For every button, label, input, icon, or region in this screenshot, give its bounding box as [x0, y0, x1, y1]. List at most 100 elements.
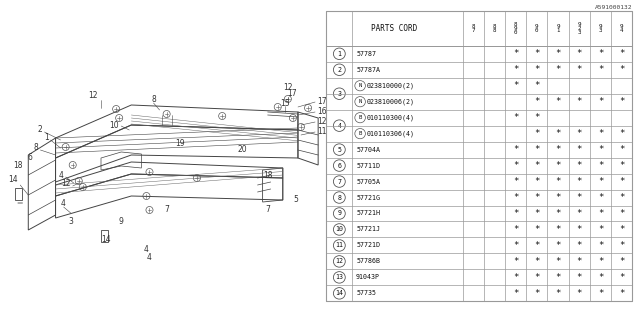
Text: 15: 15	[280, 100, 290, 108]
Text: *: *	[577, 97, 582, 106]
Text: *: *	[577, 289, 582, 298]
Text: *: *	[598, 241, 604, 250]
Text: 9: 9	[337, 211, 341, 217]
Text: 57721G: 57721G	[356, 195, 380, 201]
Text: *: *	[513, 289, 518, 298]
Text: *: *	[577, 49, 582, 58]
Text: *: *	[534, 289, 540, 298]
Text: 18: 18	[263, 171, 273, 180]
Text: 9
1: 9 1	[556, 24, 560, 33]
Text: *: *	[534, 225, 540, 234]
Text: 4: 4	[59, 171, 63, 180]
Text: *: *	[556, 97, 561, 106]
Text: *: *	[598, 177, 604, 186]
Text: *: *	[598, 49, 604, 58]
Text: *: *	[556, 161, 561, 170]
Text: *: *	[556, 225, 561, 234]
Text: 57787A: 57787A	[356, 67, 380, 73]
Text: *: *	[513, 225, 518, 234]
Text: *: *	[534, 49, 540, 58]
Text: *: *	[556, 241, 561, 250]
Text: 010110306(4): 010110306(4)	[367, 130, 415, 137]
Text: 9
4: 9 4	[620, 24, 623, 33]
Text: *: *	[513, 113, 518, 122]
Text: 10: 10	[335, 227, 343, 232]
Text: N: N	[358, 83, 362, 88]
Text: *: *	[534, 65, 540, 74]
Text: 57705A: 57705A	[356, 179, 380, 185]
Text: 4: 4	[61, 199, 65, 209]
Text: 023810000(2): 023810000(2)	[367, 83, 415, 89]
Text: 2: 2	[337, 67, 341, 73]
Text: 8: 8	[151, 95, 156, 105]
Text: 5: 5	[337, 147, 341, 153]
Text: *: *	[556, 129, 561, 138]
Text: 4: 4	[337, 123, 341, 129]
Text: *: *	[619, 209, 625, 218]
Text: 9
0: 9 0	[535, 24, 539, 33]
Text: *: *	[598, 289, 604, 298]
Text: *: *	[534, 97, 540, 106]
Text: *: *	[534, 273, 540, 282]
Text: 4: 4	[144, 245, 149, 254]
Text: 9
2
3: 9 2 3	[577, 21, 581, 35]
Text: *: *	[513, 177, 518, 186]
Text: 8
9
0: 8 9 0	[514, 21, 517, 35]
Text: *: *	[619, 97, 625, 106]
Text: *: *	[556, 257, 561, 266]
Text: 7: 7	[265, 205, 270, 214]
Text: *: *	[619, 161, 625, 170]
Text: 5: 5	[293, 196, 298, 204]
Text: 19: 19	[175, 140, 184, 148]
Text: *: *	[534, 177, 540, 186]
Text: 11: 11	[335, 243, 343, 248]
Text: *: *	[534, 81, 540, 90]
Text: 1: 1	[44, 133, 49, 142]
Text: *: *	[534, 241, 540, 250]
Text: 9: 9	[119, 218, 124, 227]
Text: *: *	[513, 161, 518, 170]
Text: 1: 1	[337, 51, 341, 57]
Text: 023810006(2): 023810006(2)	[367, 99, 415, 105]
Text: *: *	[556, 49, 561, 58]
Text: 91043P: 91043P	[356, 274, 380, 280]
Text: *: *	[619, 225, 625, 234]
Text: 57711D: 57711D	[356, 163, 380, 169]
Text: PARTS CORD: PARTS CORD	[371, 24, 417, 33]
Text: *: *	[513, 65, 518, 74]
Text: *: *	[556, 209, 561, 218]
Text: 7: 7	[337, 179, 341, 185]
Text: *: *	[513, 273, 518, 282]
Text: 57721D: 57721D	[356, 243, 380, 248]
Text: *: *	[598, 129, 604, 138]
Text: A591000132: A591000132	[595, 4, 632, 10]
Text: *: *	[619, 241, 625, 250]
Text: 8
7: 8 7	[472, 24, 475, 33]
Text: *: *	[619, 193, 625, 202]
Text: *: *	[598, 257, 604, 266]
Text: *: *	[577, 193, 582, 202]
Text: *: *	[577, 225, 582, 234]
Text: 18: 18	[13, 161, 22, 170]
Text: *: *	[556, 273, 561, 282]
Text: *: *	[534, 145, 540, 154]
Text: *: *	[556, 65, 561, 74]
Text: 57721H: 57721H	[356, 211, 380, 217]
Text: 010110300(4): 010110300(4)	[367, 115, 415, 121]
Text: 12: 12	[88, 92, 98, 100]
Text: 12: 12	[61, 179, 70, 188]
Text: *: *	[513, 241, 518, 250]
Text: *: *	[577, 145, 582, 154]
Text: 57786B: 57786B	[356, 259, 380, 264]
Text: *: *	[619, 145, 625, 154]
Text: *: *	[534, 257, 540, 266]
Text: 11: 11	[317, 127, 326, 137]
Text: *: *	[619, 257, 625, 266]
Text: 57735: 57735	[356, 290, 376, 296]
Text: 13: 13	[335, 274, 343, 280]
Text: *: *	[577, 161, 582, 170]
Text: *: *	[577, 177, 582, 186]
Text: 8
8: 8 8	[493, 24, 496, 33]
Text: *: *	[513, 257, 518, 266]
Text: *: *	[513, 193, 518, 202]
